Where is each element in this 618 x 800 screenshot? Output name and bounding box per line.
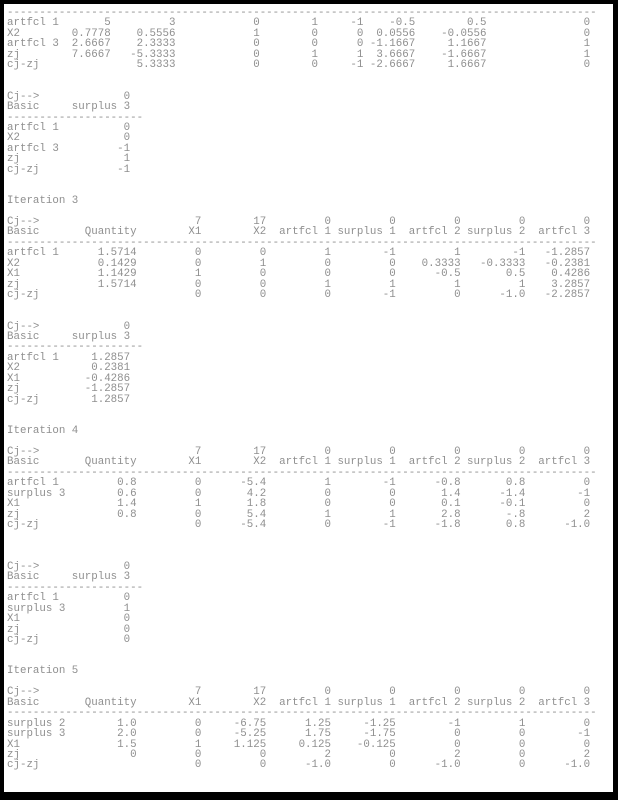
iteration-title: Iteration 5	[7, 665, 79, 678]
table-row: cj-zj 0 -5.4 0 -1 -1.8 0.8 -1.0	[7, 519, 591, 532]
table-row: X1 -0.4286	[7, 372, 131, 385]
table-row: zj 1.5714 0 0 1 1 1 1 3.2857	[7, 278, 591, 291]
table-row: X2 0.7778 0.5556 1 0 0 0.0556 -0.0556 0	[7, 27, 591, 40]
iteration-title: Iteration 4	[7, 425, 79, 438]
iteration-heading: Iteration 4	[7, 425, 613, 438]
table-row: X1 1.5 1 1.125 0.125 -0.125 0 0 0	[7, 738, 591, 751]
table-row: artfcl 3 -1	[7, 142, 131, 155]
table-row: zj -1.2857	[7, 383, 131, 396]
table-row: cj-zj 0 0 -1.0 0 -1.0 0 -1.0	[7, 759, 591, 772]
column-header-row: Basic Quantity X1 X2 artfcl 1 surplus 1 …	[7, 456, 591, 469]
table-row: cj-zj -1	[7, 163, 131, 176]
table-row: surplus 2 1.0 0 -6.75 1.25 -1.25 -1 1 0	[7, 717, 591, 730]
separator-line: ----------------------------------------…	[7, 466, 597, 479]
table-row: surplus 3 2.0 0 -5.25 1.75 -1.75 0 0 -1	[7, 728, 591, 741]
table-row: X1 0	[7, 613, 131, 626]
table-row: artfcl 1 1.5714 0 0 1 -1 1 -1 -1.2857	[7, 247, 591, 260]
simplex-tableau: Cj--> 7 17 0 0 0 0 0 Basic Quantity X1 X…	[7, 217, 613, 301]
table-row: X1 1.1429 1 0 0 0 -0.5 0.5 0.4286	[7, 268, 591, 281]
table-row: cj-zj 0 0 0 -1 0 -1.0 -2.2857	[7, 289, 591, 302]
column-header-row: Basic Quantity X1 X2 artfcl 1 surplus 1 …	[7, 226, 591, 239]
table-row: cj-zj 1.2857	[7, 393, 131, 406]
iteration-heading: Iteration 5	[7, 665, 613, 678]
tableau-continuation: ----------------------------------------…	[7, 8, 613, 71]
table-row: artfcl 1 1.2857	[7, 351, 131, 364]
table-row: X2 0	[7, 132, 131, 145]
column-header-row: Basic Quantity X1 X2 artfcl 1 surplus 1 …	[7, 696, 591, 709]
table-row: artfcl 3 2.6667 2.3333 0 0 0 -1.1667 1.1…	[7, 38, 591, 51]
console-output: --------------------- -------------------…	[7, 8, 613, 771]
separator-line: ----------------------------------------…	[7, 236, 597, 249]
table-row: X1 1.4 1 1.8 0 0 0.1 -0.1 0	[7, 498, 591, 511]
table-row: X2 0.1429 0 1 0 0 0.3333 -0.3333 -0.2381	[7, 257, 591, 270]
table-row: zj 0 0 0 2 0 2 0 2	[7, 749, 591, 762]
separator-line: ----------------------------------------…	[7, 7, 597, 19]
table-row: artfcl 1 5 3 0 1 -1 -0.5 0.5 0	[7, 17, 591, 30]
table-row: zj 0.8 0 5.4 1 1 2.8 -.8 2	[7, 508, 591, 521]
cj-header-row: Cj--> 0	[7, 90, 131, 103]
table-row: artfcl 1 0	[7, 121, 131, 134]
table-row: surplus 3 0.6 0 4.2 0 0 1.4 -1.4 -1	[7, 487, 591, 500]
cj-header-row: Cj--> 0	[7, 560, 131, 573]
iteration-title: Iteration 3	[7, 195, 79, 208]
table-row: artfcl 1 0	[7, 592, 131, 605]
table-row: cj-zj 0	[7, 634, 131, 647]
cj-header-row: Cj--> 0	[7, 320, 131, 333]
cj-header-row: Cj--> 7 17 0 0 0 0 0	[7, 686, 591, 699]
surplus3-column-table: Cj--> 0 Basic surplus 3 ----------------…	[7, 90, 613, 176]
column-header-row: Basic surplus 3	[7, 571, 131, 584]
surplus3-column-table: Cj--> 0 Basic surplus 3 ----------------…	[7, 320, 613, 406]
table-row: zj 7.6667 -5.3333 0 1 1 3.6667 -1.6667 1	[7, 48, 591, 61]
iteration-heading: Iteration 3	[7, 195, 613, 208]
separator-line: ---------------------	[7, 341, 144, 354]
column-header-row: Basic surplus 3	[7, 101, 131, 114]
surplus3-column-table: Cj--> 0 Basic surplus 3 ----------------…	[7, 562, 613, 646]
cj-header-row: Cj--> 7 17 0 0 0 0 0	[7, 216, 591, 229]
column-header-row: Basic surplus 3	[7, 330, 131, 343]
table-row: surplus 3 1	[7, 602, 131, 615]
simplex-tableau: Cj--> 7 17 0 0 0 0 0 Basic Quantity X1 X…	[7, 687, 613, 771]
separator-line: ----------------------------------------…	[7, 707, 597, 720]
table-row: zj 0	[7, 623, 131, 636]
cj-header-row: Cj--> 7 17 0 0 0 0 0	[7, 445, 591, 458]
table-row: X2 0.2381	[7, 362, 131, 375]
table-row: artfcl 1 0.8 0 -5.4 1 -1 -0.8 0.8 0	[7, 477, 591, 490]
table-row: cj-zj 5.3333 0 0 -1 -2.6667 1.6667 0	[7, 59, 591, 72]
table-row: zj 1	[7, 153, 131, 166]
simplex-tableau: Cj--> 7 17 0 0 0 0 0 Basic Quantity X1 X…	[7, 447, 613, 531]
separator-line: ---------------------	[7, 581, 144, 594]
separator-line: ---------------------	[7, 111, 144, 124]
